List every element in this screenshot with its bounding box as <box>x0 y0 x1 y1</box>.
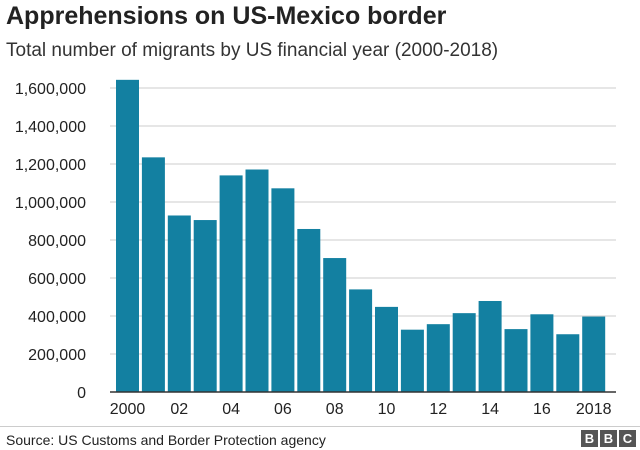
y-tick-label: 400,000 <box>28 309 86 326</box>
chart-subtitle: Total number of migrants by US financial… <box>6 40 499 61</box>
bar <box>478 300 502 392</box>
x-tick-label: 16 <box>533 401 551 418</box>
x-tick-label: 12 <box>429 401 447 418</box>
y-tick-label: 800,000 <box>28 233 86 250</box>
y-tick-label: 1,600,000 <box>15 81 86 98</box>
bar <box>452 313 476 392</box>
footer-divider <box>0 426 640 427</box>
bar <box>349 289 373 392</box>
bar <box>193 220 217 392</box>
bar <box>245 169 269 392</box>
bar <box>297 228 321 392</box>
y-tick-label: 1,400,000 <box>15 119 86 136</box>
x-tick-label: 02 <box>170 401 188 418</box>
bar <box>400 329 424 392</box>
x-tick-label: 2018 <box>576 401 612 418</box>
bar <box>141 157 165 392</box>
bar <box>375 306 398 392</box>
x-tick-label: 06 <box>274 401 292 418</box>
logo-letter: C <box>619 430 636 447</box>
bar <box>426 324 450 392</box>
x-tick-label: 10 <box>378 401 396 418</box>
logo-letter: B <box>600 430 617 447</box>
y-tick-label: 1,000,000 <box>15 195 86 212</box>
bar <box>323 258 347 392</box>
bar-chart: 0 200,000 400,000 600,000 800,000 1,000,000 1,… <box>15 79 616 418</box>
bar <box>116 79 139 392</box>
y-tick-label: 0 <box>77 385 86 402</box>
bar <box>504 329 528 392</box>
bar <box>556 334 580 392</box>
bar <box>167 215 191 392</box>
logo-letter: B <box>581 430 598 447</box>
x-tick-label: 08 <box>326 401 344 418</box>
x-axis-tick-labels: 2000 02 04 06 08 10 12 14 16 2018 <box>110 401 612 418</box>
bars <box>116 79 606 392</box>
x-tick-label: 14 <box>481 401 499 418</box>
x-tick-label: 2000 <box>110 401 146 418</box>
bar <box>582 316 606 392</box>
bar <box>530 314 554 392</box>
source-note: Source: US Customs and Border Protection… <box>6 432 326 448</box>
chart-title: Apprehensions on US-Mexico border <box>6 2 447 30</box>
bbc-logo: B B C <box>581 430 636 447</box>
y-tick-label: 600,000 <box>28 271 86 288</box>
bar <box>219 175 243 392</box>
y-tick-label: 200,000 <box>28 347 86 364</box>
bar <box>271 188 295 392</box>
x-tick-label: 04 <box>222 401 240 418</box>
y-tick-label: 1,200,000 <box>15 157 86 174</box>
y-axis-tick-labels: 0 200,000 400,000 600,000 800,000 1,000,000 1,… <box>15 81 86 402</box>
